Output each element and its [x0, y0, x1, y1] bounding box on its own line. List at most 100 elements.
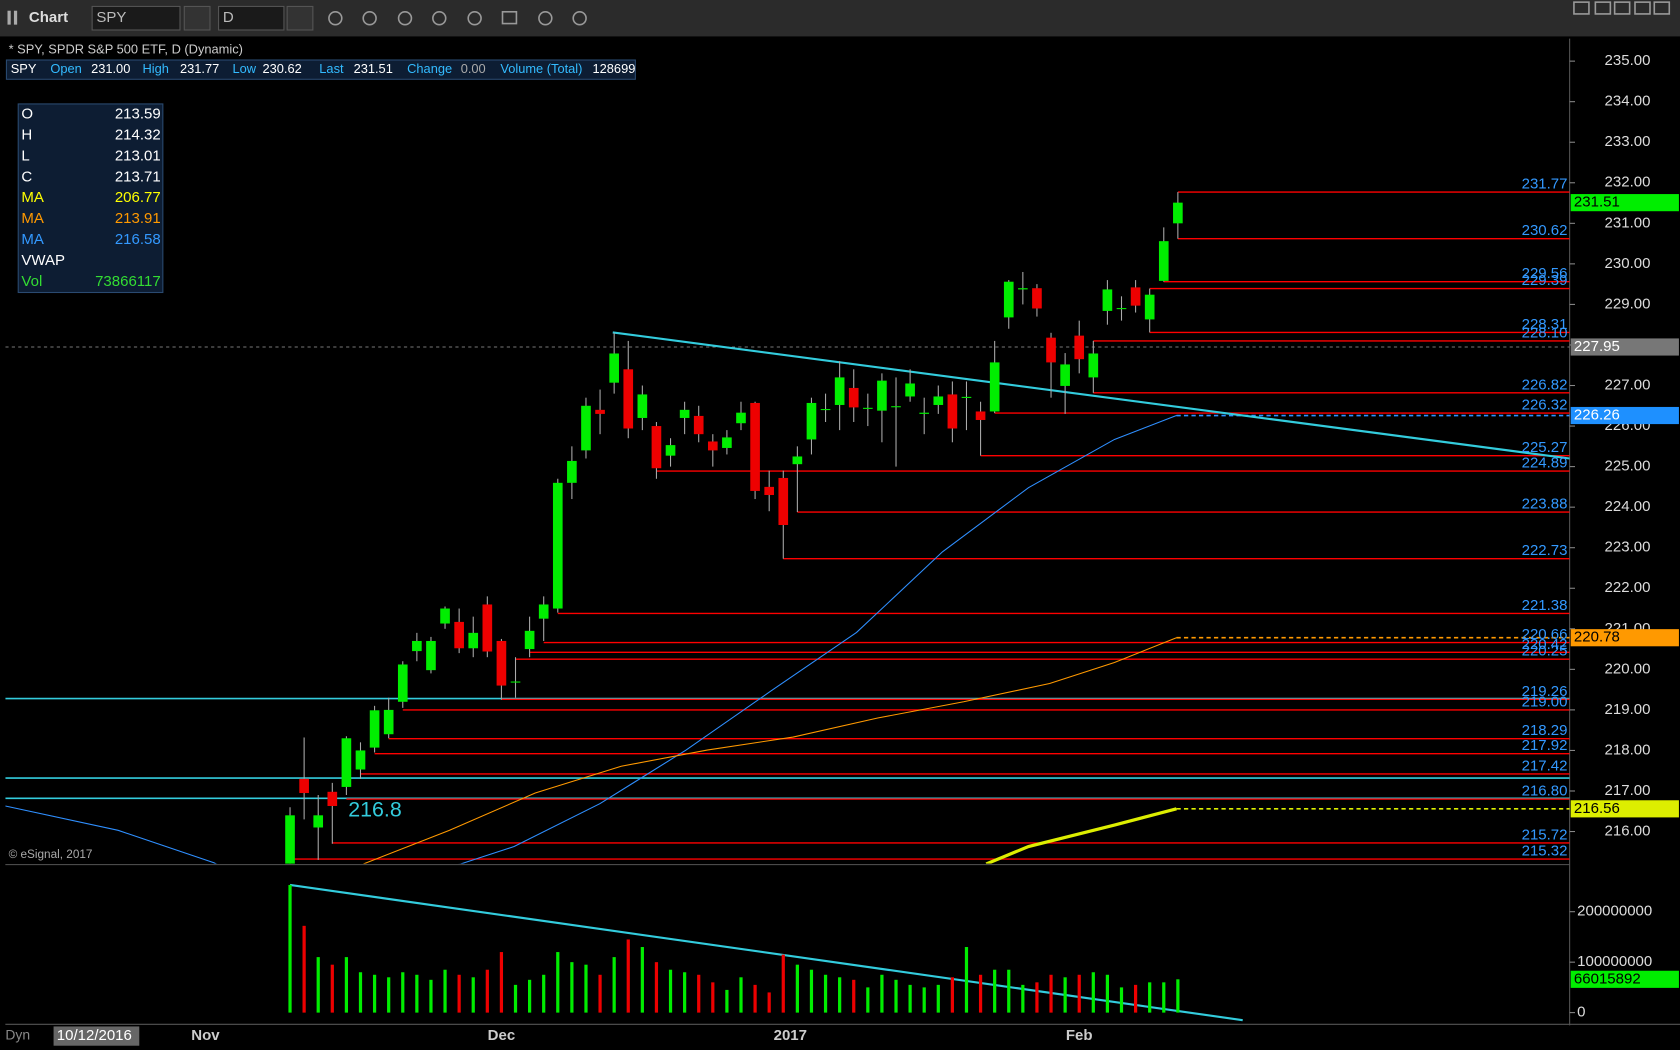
cycle-tool[interactable] [362, 10, 377, 26]
maximize-button[interactable] [1634, 1, 1651, 15]
volume-bar [499, 952, 504, 1013]
play-tool[interactable] [397, 10, 413, 26]
volume-bar [767, 992, 771, 1013]
candle-body [609, 353, 619, 383]
quote-bar [5, 59, 636, 80]
level-label: 222.73 [1522, 542, 1568, 559]
facebook-button[interactable] [572, 10, 587, 26]
volume-bar [866, 987, 870, 1013]
x-tick-label: Feb [1066, 1027, 1093, 1044]
candle-body [651, 426, 662, 469]
close-button[interactable] [1653, 1, 1671, 15]
link-tool[interactable] [467, 10, 482, 26]
date-box[interactable] [53, 1026, 140, 1046]
volume-bar [852, 979, 856, 1013]
price-tag-label: 227.95 [1574, 338, 1620, 355]
candle-body [750, 402, 760, 491]
volume-bar [1063, 977, 1067, 1013]
candle-body [778, 477, 789, 525]
volume-bar [598, 974, 602, 1013]
volume-bar [443, 969, 447, 1013]
info-label: VWAP [21, 252, 65, 269]
candle-body [510, 681, 521, 683]
comment-tool[interactable] [501, 10, 518, 25]
candle-body [1144, 294, 1155, 320]
volume-bar [1077, 974, 1081, 1013]
info-label: MA [21, 210, 44, 227]
interval[interactable]: D [223, 9, 234, 26]
twitter-button[interactable] [538, 10, 553, 26]
draw-tool[interactable] [328, 10, 343, 26]
volume-bar [880, 974, 884, 1013]
level-label: 219.26 [1522, 683, 1568, 700]
candle-body [468, 632, 479, 649]
candle-body [538, 604, 549, 619]
volume-bar [372, 974, 377, 1013]
volume-bar [527, 979, 532, 1013]
volume-bar [1162, 982, 1166, 1013]
y-tick-label: 227.00 [1605, 376, 1651, 393]
y-tick-label: 223.00 [1605, 539, 1651, 556]
level-label: 219.00 [1522, 693, 1568, 710]
volume-bar [626, 939, 630, 1013]
level-label: 221.38 [1522, 597, 1568, 614]
y-tick-label: 216.00 [1605, 823, 1651, 840]
volume-bar [823, 974, 828, 1013]
quote-value: 0.00 [461, 61, 486, 76]
candle-body [567, 460, 577, 483]
volume-bar [288, 884, 292, 1013]
candle-body [482, 604, 493, 652]
volume-bar [1091, 972, 1095, 1013]
quote-value: 231.51 [354, 61, 393, 76]
volume-bar [1049, 974, 1053, 1013]
candle-body [595, 409, 605, 414]
info-label: MA [21, 189, 44, 206]
symbol-input[interactable] [91, 5, 181, 31]
candle-body [848, 387, 859, 408]
volume-bar [795, 964, 799, 1013]
price-tag-label: 216.56 [1574, 800, 1620, 817]
candle-body [1003, 281, 1014, 318]
restore-button[interactable] [1594, 1, 1612, 15]
volume-bar [1148, 982, 1152, 1013]
y-tick-label: 230.00 [1605, 255, 1651, 272]
info-label: MA [21, 231, 44, 248]
candle-body [1074, 335, 1085, 360]
candle-body [919, 412, 930, 414]
level-label: 216.80 [1522, 783, 1568, 800]
volume-bar [1007, 969, 1011, 1013]
axes: 216.00217.00218.00219.00220.00221.00222.… [191, 52, 1679, 1044]
volume-bar [1021, 984, 1025, 1013]
quote-symbol: SPY [11, 61, 37, 76]
symbol[interactable]: SPY [96, 9, 126, 26]
volume-bar [993, 969, 997, 1013]
info-value: 213.91 [115, 210, 161, 227]
help-button[interactable] [1573, 1, 1590, 15]
interval-input[interactable] [218, 5, 285, 31]
candle-body [623, 369, 634, 429]
interval-button[interactable] [286, 5, 314, 31]
volume-bar [330, 964, 334, 1013]
volume-bar [683, 972, 687, 1013]
volume-bar [978, 974, 983, 1013]
price-tag [1570, 406, 1679, 425]
quote-label: High [143, 61, 169, 76]
volume-bar [513, 984, 518, 1013]
candle-body [806, 402, 817, 440]
candle-body [369, 710, 380, 748]
volume-bar [711, 982, 715, 1013]
info-value: 213.01 [115, 147, 161, 164]
link-button[interactable] [183, 5, 211, 31]
y-tick-label: 219.00 [1605, 701, 1651, 718]
volume-trend-line [289, 883, 1243, 1022]
candle-body [679, 409, 690, 418]
start-date[interactable]: 10/12/2016 [57, 1027, 132, 1044]
alert-tool[interactable] [432, 10, 447, 26]
candle-body [665, 445, 676, 456]
candle-body [1130, 287, 1141, 306]
price-tag [1570, 800, 1679, 818]
minimize-button[interactable] [1613, 1, 1631, 15]
quote-label: Change [407, 61, 452, 76]
candle-body [834, 377, 845, 405]
annotation: 216.8 [348, 798, 402, 822]
